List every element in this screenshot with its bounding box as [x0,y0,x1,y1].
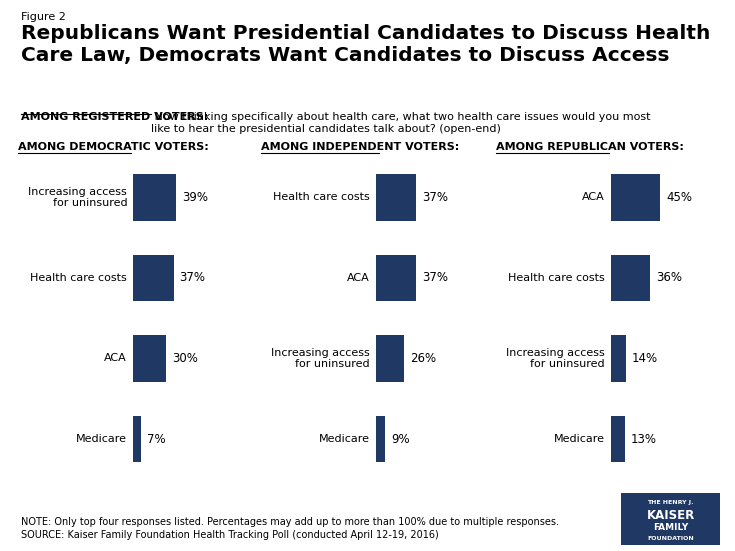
Text: Figure 2: Figure 2 [21,12,65,22]
Text: Health care costs: Health care costs [30,273,127,283]
Text: ACA: ACA [347,273,370,283]
Text: Medicare: Medicare [554,434,605,444]
Text: 37%: 37% [422,272,448,284]
Text: THE HENRY J.: THE HENRY J. [648,500,694,505]
Text: 7%: 7% [146,433,165,446]
Bar [611,174,660,221]
Bar [376,255,416,301]
Text: 30%: 30% [172,352,198,365]
Text: AMONG INDEPENDENT VOTERS:: AMONG INDEPENDENT VOTERS: [261,142,459,152]
Text: KAISER: KAISER [647,509,695,522]
Text: AMONG DEMOCRATIC VOTERS:: AMONG DEMOCRATIC VOTERS: [18,142,209,152]
Text: 36%: 36% [656,272,682,284]
Text: FOUNDATION: FOUNDATION [648,536,694,541]
Bar [376,174,416,221]
Text: Increasing access
for uninsured: Increasing access for uninsured [29,187,127,208]
Bar [376,335,404,382]
Text: 39%: 39% [182,191,208,204]
Text: Health care costs: Health care costs [508,273,605,283]
Bar [621,493,720,545]
Text: 37%: 37% [179,272,206,284]
Text: 14%: 14% [632,352,659,365]
Bar [133,335,166,382]
Text: FAMILY: FAMILY [653,523,688,532]
Text: Increasing access
for uninsured: Increasing access for uninsured [506,348,605,369]
Bar [376,415,385,462]
Text: 13%: 13% [631,433,657,446]
Text: Health care costs: Health care costs [273,192,370,202]
Text: Republicans Want Presidential Candidates to Discuss Health
Care Law, Democrats W: Republicans Want Presidential Candidates… [21,24,710,65]
Text: ACA: ACA [582,192,605,202]
Text: NOTE: Only top four responses listed. Percentages may add up to more than 100% d: NOTE: Only top four responses listed. Pe… [21,517,559,540]
Text: Medicare: Medicare [319,434,370,444]
Text: AMONG REGISTERED VOTERS:: AMONG REGISTERED VOTERS: [21,112,208,122]
Bar [611,255,650,301]
Bar [133,255,173,301]
Text: 37%: 37% [422,191,448,204]
Text: ACA: ACA [104,354,127,364]
Text: Now thinking specifically about health care, what two health care issues would y: Now thinking specifically about health c… [151,112,651,134]
Bar [611,335,626,382]
Text: Medicare: Medicare [76,434,127,444]
Bar [611,415,625,462]
Text: 26%: 26% [410,352,436,365]
Text: 9%: 9% [391,433,410,446]
Text: AMONG REPUBLICAN VOTERS:: AMONG REPUBLICAN VOTERS: [496,142,684,152]
Text: Increasing access
for uninsured: Increasing access for uninsured [271,348,370,369]
Text: 45%: 45% [666,191,692,204]
Bar [133,174,176,221]
Bar [133,415,140,462]
